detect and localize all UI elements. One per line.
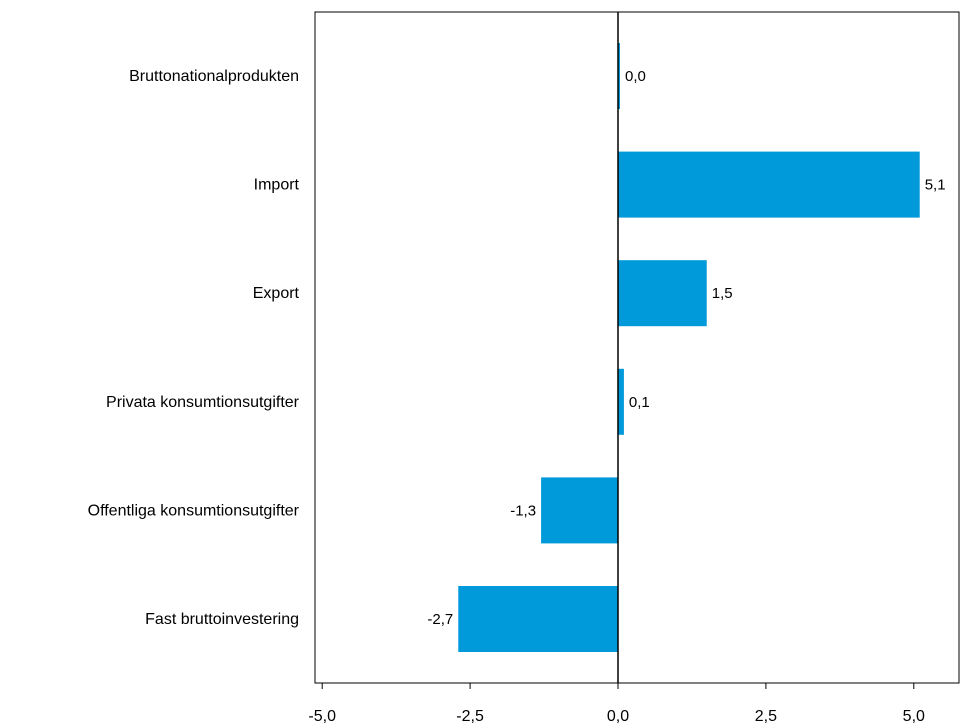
category-label: Import xyxy=(254,177,300,194)
category-label: Offentliga konsumtionsutgifter xyxy=(88,502,300,519)
plot-frame xyxy=(314,11,960,684)
value-label: 0,1 xyxy=(629,394,650,411)
x-tick-label: -5,0 xyxy=(308,708,336,725)
bar xyxy=(618,151,920,218)
labels-layer: Bruttonationalprodukten 0,0 Import 5,1 Expor… xyxy=(88,68,946,628)
category-label: Bruttonationalprodukten xyxy=(129,68,299,85)
value-label: 0,0 xyxy=(625,68,646,85)
x-axis: -5,0 -2,5 0,0 2,5 5,0 xyxy=(308,683,925,725)
bar xyxy=(618,368,624,435)
value-label: -2,7 xyxy=(427,611,453,628)
category-label: Export xyxy=(253,285,300,302)
x-tick-label: 5,0 xyxy=(903,708,925,725)
bar xyxy=(458,586,618,652)
bars-layer xyxy=(458,43,920,652)
x-tick-label: 2,5 xyxy=(755,708,777,725)
x-tick-label: 0,0 xyxy=(607,708,629,725)
bar xyxy=(618,43,620,109)
value-label: 1,5 xyxy=(712,285,733,302)
bar xyxy=(541,477,618,544)
category-label: Privata konsumtionsutgifter xyxy=(106,394,300,411)
bar xyxy=(618,260,707,327)
x-tick-label: -2,5 xyxy=(456,708,484,725)
category-label: Fast bruttoinvestering xyxy=(145,611,299,628)
value-label: -1,3 xyxy=(510,502,536,519)
value-label: 5,1 xyxy=(925,177,946,194)
